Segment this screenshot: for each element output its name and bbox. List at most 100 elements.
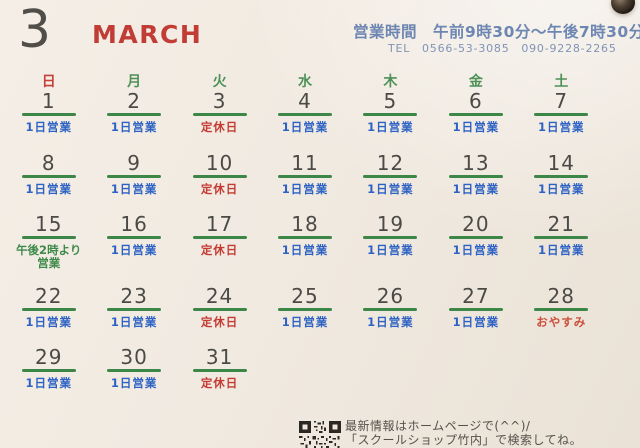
- day-status-label: 1日営業: [281, 120, 329, 134]
- calendar-day-cell: 17 定休日: [177, 212, 262, 270]
- date-number: 27: [462, 284, 490, 308]
- date-number: 28: [547, 284, 575, 308]
- date-number: 7: [554, 89, 569, 113]
- footer-line1: 最新情報はホームページで(^^)/: [345, 419, 531, 433]
- day-status-label: 1日営業: [538, 120, 585, 134]
- calendar-day-cell: 24 定休日: [177, 284, 262, 329]
- calendar-day-cell: 15 午後2時より 営業: [6, 212, 91, 270]
- day-status-label: おやすみ: [536, 315, 587, 329]
- date-number: 11: [291, 151, 319, 175]
- day-status-label: 1日営業: [110, 243, 158, 257]
- calendar-day-cell: 6 1日営業: [433, 91, 518, 134]
- date-number: 29: [34, 345, 63, 369]
- day-status-label: 1日営業: [281, 182, 329, 196]
- date-number: 31: [205, 345, 234, 369]
- date-underline: [21, 113, 76, 116]
- date-underline: [192, 308, 247, 311]
- calendar-day-cell: 1 1日営業: [6, 89, 91, 134]
- day-status-label: 1日営業: [281, 243, 329, 257]
- month-name: MARCH: [92, 20, 203, 49]
- date-number: 24: [205, 284, 234, 308]
- calendar-day-cell: 27 1日営業: [433, 284, 518, 329]
- date-underline: [21, 369, 76, 372]
- date-underline: [448, 236, 503, 239]
- weekday-label: 水: [297, 74, 312, 90]
- magnet-knob: [611, 0, 635, 14]
- date-underline: [21, 308, 76, 311]
- day-status-label: 1日営業: [110, 182, 158, 196]
- date-number: 12: [376, 151, 405, 175]
- day-status-label: 1日営業: [452, 315, 500, 329]
- weekday-label: 火: [212, 74, 227, 90]
- day-status-label: 定休日: [200, 243, 239, 257]
- date-number: 23: [120, 284, 148, 308]
- date-underline: [363, 113, 418, 116]
- date-number: 22: [34, 284, 63, 308]
- day-status-label: 定休日: [200, 315, 239, 329]
- date-number: 16: [120, 212, 148, 236]
- business-hours-text: 営業時間 午前9時30分～午後7時30分: [353, 23, 640, 41]
- calendar-day-cell: 7 1日営業: [519, 89, 604, 134]
- week-row: 22 1日営業 23 1日営業 24 定休日 25 1日営業 26 1日営業 27 1日営業 28 おやす…: [6, 284, 604, 329]
- date-number: 14: [547, 151, 575, 175]
- date-underline: [192, 113, 247, 116]
- day-status-label: 1日営業: [110, 376, 158, 390]
- calendar-day-cell: 21 1日営業: [519, 212, 604, 270]
- phone-numbers-text: TEL 0566-53-3085 090-9228-2265: [388, 42, 617, 55]
- day-status-label: 1日営業: [367, 243, 414, 257]
- date-number: 21: [547, 212, 575, 236]
- day-status-label: 1日営業: [538, 243, 585, 257]
- day-status-label: 1日営業: [367, 120, 414, 134]
- date-underline: [448, 175, 503, 178]
- qr-code-icon: [299, 421, 341, 448]
- date-underline: [448, 308, 503, 311]
- day-status-label: 1日営業: [25, 182, 72, 196]
- calendar-day-cell: 25 1日営業: [262, 286, 347, 329]
- weekday-label: 木: [383, 74, 398, 90]
- date-underline: [534, 113, 589, 116]
- day-status-label: 1日営業: [25, 315, 72, 329]
- date-underline: [363, 308, 418, 311]
- weekday-label: 月: [127, 74, 142, 90]
- weekday-label: 日: [41, 74, 56, 90]
- date-underline: [107, 369, 162, 372]
- day-status-label: 1日営業: [367, 182, 414, 196]
- date-number: 18: [291, 212, 319, 236]
- day-status-label: 定休日: [200, 182, 239, 196]
- day-status-label: 午後2時より 営業: [16, 243, 82, 270]
- day-status-label: 1日営業: [452, 243, 500, 257]
- calendar-day-cell: 18 1日営業: [262, 212, 347, 270]
- weekday-label: 金: [468, 74, 483, 90]
- day-status-label: 1日営業: [110, 315, 158, 329]
- date-underline: [192, 369, 247, 372]
- date-underline: [363, 175, 418, 178]
- calendar-day-cell: 13 1日営業: [433, 151, 518, 196]
- calendar-day-cell: [348, 348, 433, 390]
- calendar-day-cell: 2 1日営業: [91, 91, 176, 134]
- week-row: 1 1日営業 2 1日営業 3 定休日 4 1日営業 5 1日営業 6 1日営業 7 1日営業: [6, 89, 604, 134]
- date-number: 26: [376, 284, 405, 308]
- day-status-label: 定休日: [200, 376, 239, 390]
- calendar-day-cell: [433, 348, 518, 390]
- date-number: 15: [34, 212, 63, 236]
- footer-line2: 「スクールショップ竹内」で検索してね。: [345, 432, 583, 447]
- calendar-day-cell: 10 定休日: [177, 153, 262, 196]
- date-number: 8: [41, 151, 56, 175]
- date-number: 13: [462, 151, 490, 175]
- date-underline: [107, 175, 162, 178]
- date-number: 1: [41, 89, 56, 113]
- day-status-label: 1日営業: [110, 120, 158, 134]
- date-number: 4: [298, 89, 312, 113]
- calendar-day-cell: 23 1日営業: [91, 284, 176, 329]
- calendar-day-cell: [262, 348, 347, 390]
- calendar-day-cell: [519, 348, 604, 390]
- calendar-day-cell: 30 1日営業: [91, 347, 176, 390]
- calendar-day-cell: 29 1日営業: [6, 345, 91, 390]
- week-row: 15 午後2時より 営業 16 1日営業 17 定休日 18 1日営業 19 1日営業 20 1日営業…: [6, 212, 604, 270]
- calendar-day-cell: 31 定休日: [177, 345, 262, 390]
- date-number: 17: [205, 212, 234, 236]
- calendar-day-cell: 12 1日営業: [348, 151, 433, 196]
- calendar-day-cell: 19 1日営業: [348, 214, 433, 270]
- week-row: 8 1日営業 9 1日営業 10 定休日 11 1日営業 12 1日営業 13 1日営業 14 1日営業: [6, 151, 604, 196]
